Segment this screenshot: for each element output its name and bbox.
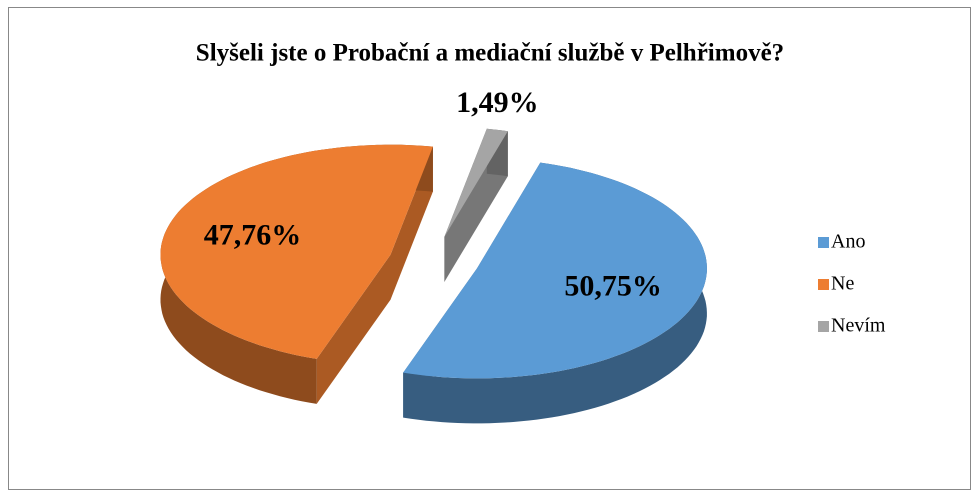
slice-cut-face — [316, 254, 391, 404]
legend-swatch — [818, 279, 829, 290]
legend-swatch — [818, 237, 829, 248]
slice-group — [444, 128, 508, 282]
slice — [444, 128, 508, 237]
data-label: 50,75% — [564, 270, 662, 303]
legend-swatch — [818, 321, 829, 332]
slice — [160, 144, 433, 359]
data-label: 47,76% — [204, 218, 302, 251]
slice-group — [403, 162, 707, 424]
legend-label: Ano — [831, 231, 865, 253]
legend-label: Ne — [831, 273, 854, 295]
slice — [403, 162, 707, 379]
chart-title: Slyšeli jste o Probační a mediační služb… — [196, 40, 784, 67]
data-label: 1,49% — [456, 86, 539, 119]
legend-label: Nevím — [831, 315, 886, 337]
slice-group — [160, 144, 433, 404]
